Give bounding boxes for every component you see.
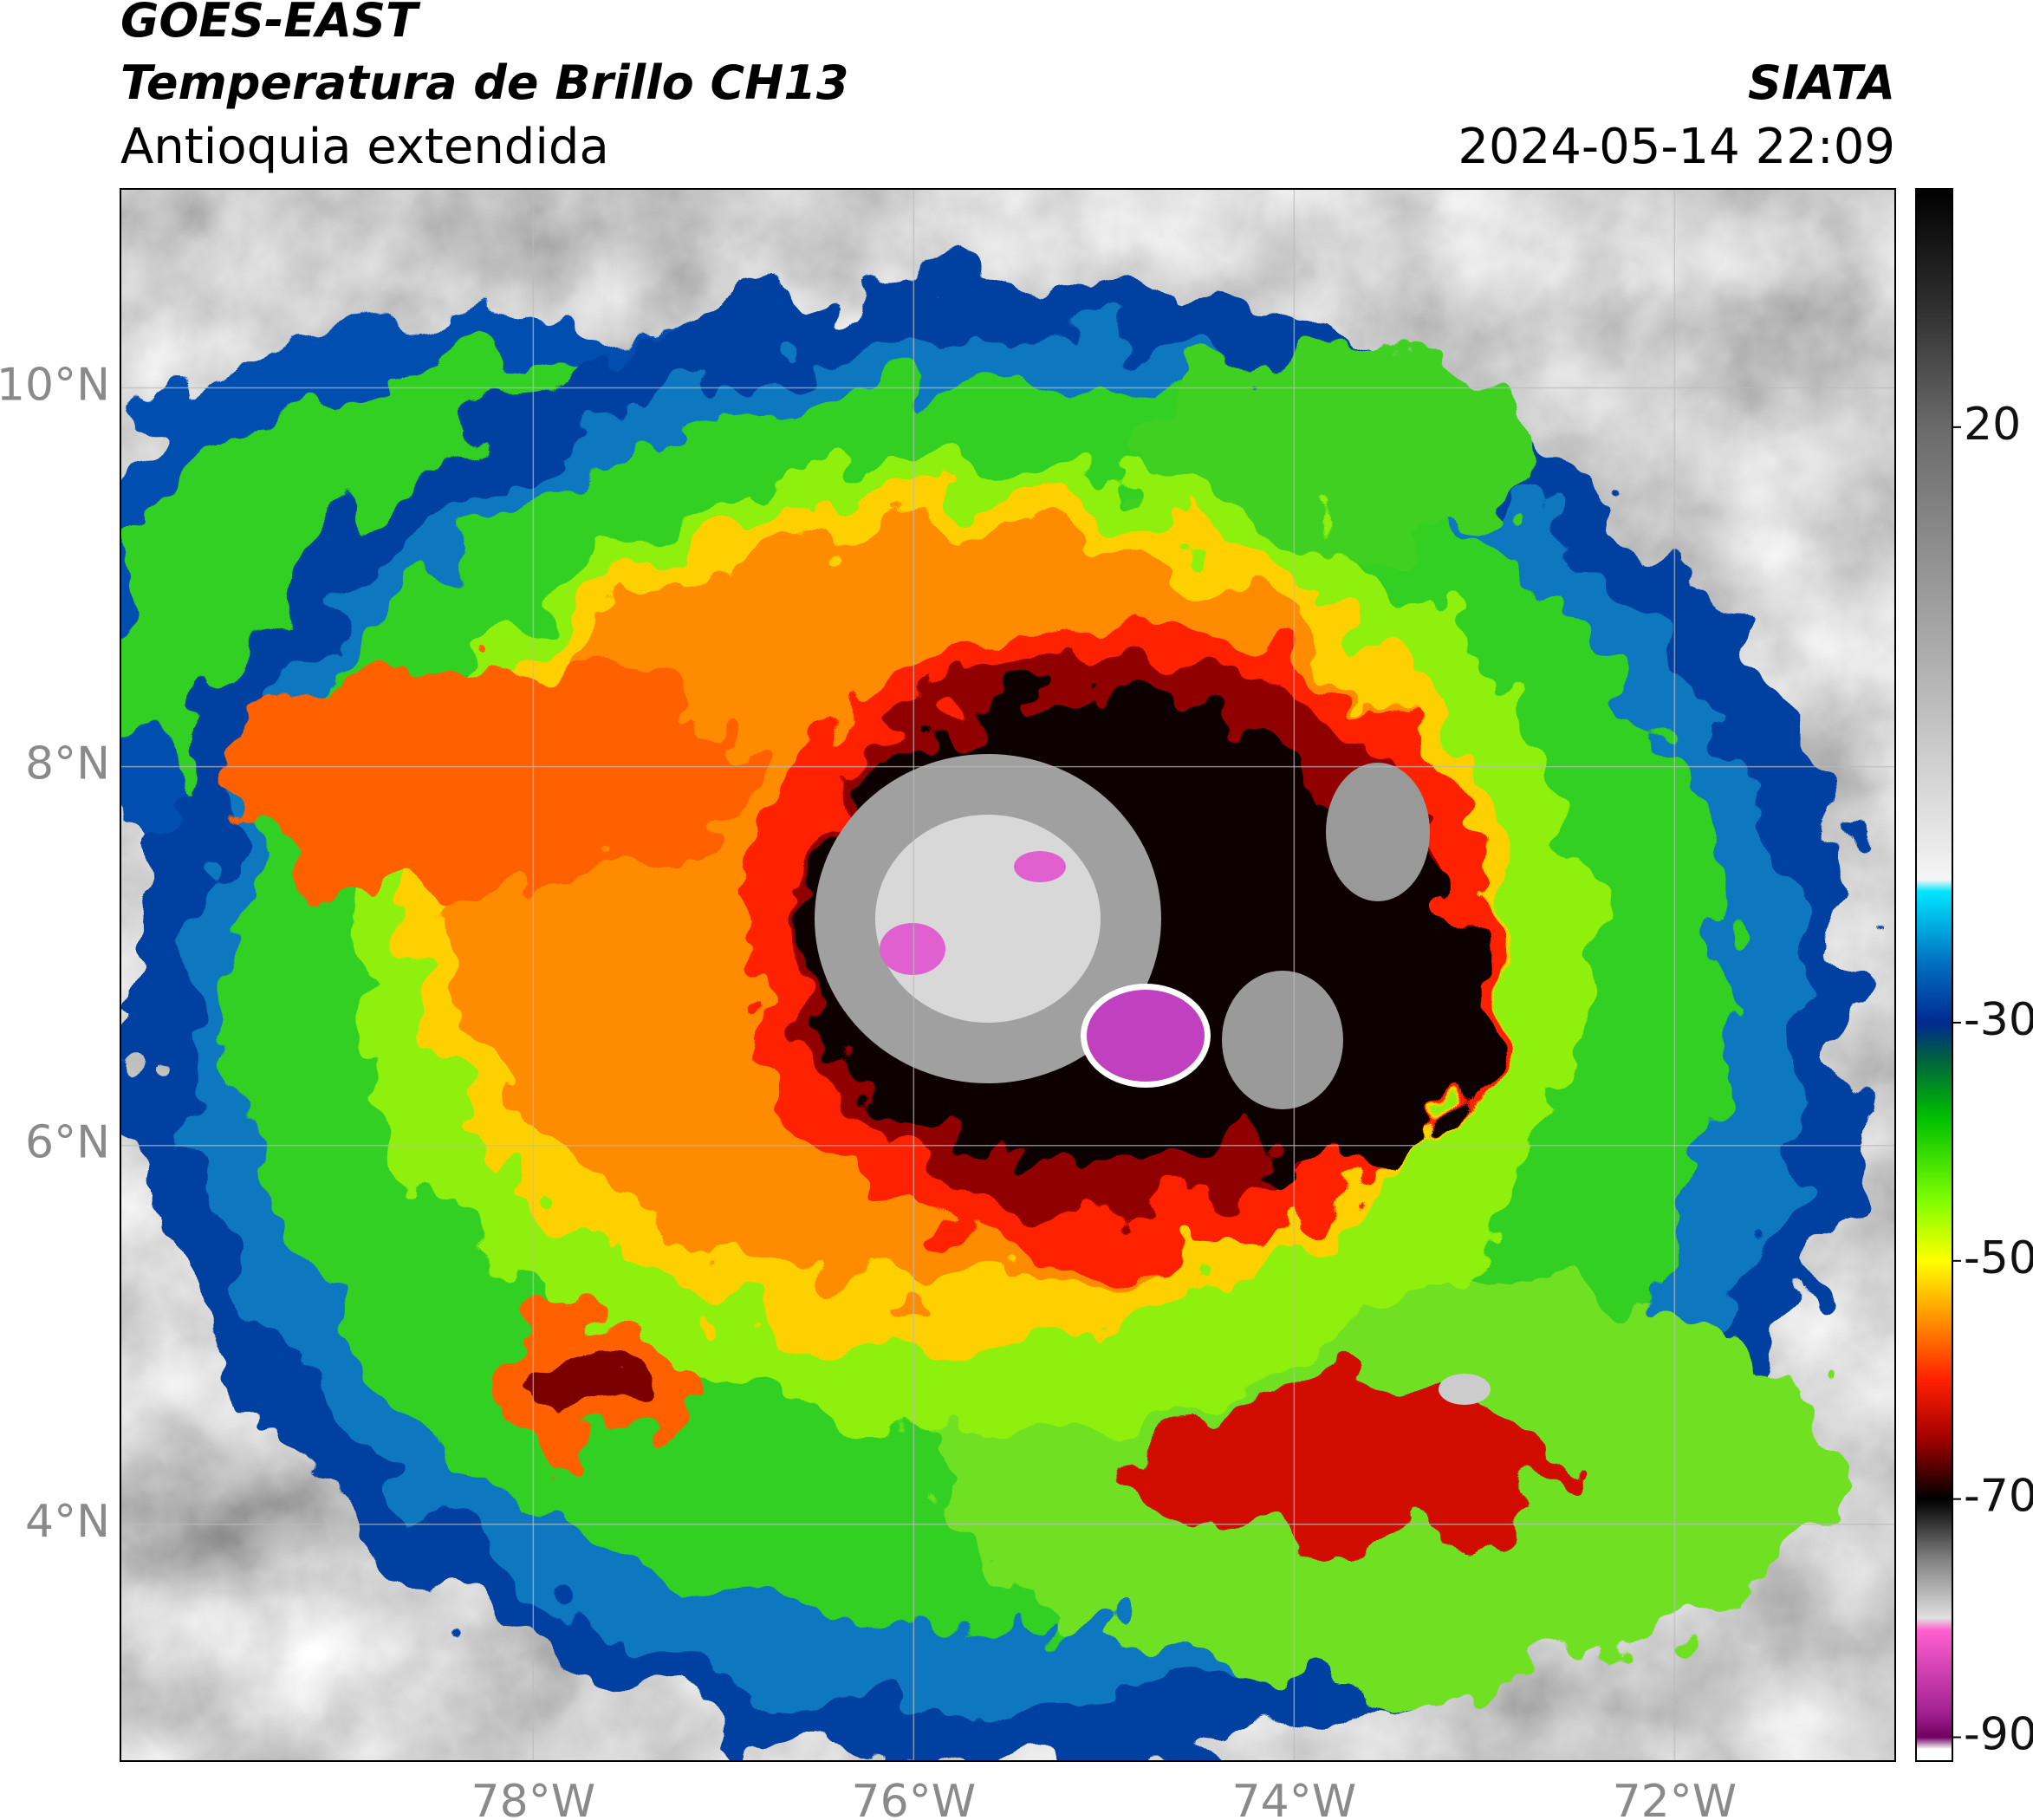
y-tick-label: 4°N xyxy=(25,1496,110,1548)
y-tick-label: 10°N xyxy=(0,359,110,411)
map-imagery xyxy=(120,189,1895,1761)
colorbar xyxy=(1915,188,1953,1762)
timestamp: 2024-05-14 22:09 xyxy=(1458,119,1895,175)
subtitle: Temperatura de Brillo CH13 xyxy=(120,55,849,110)
x-tick-label: 76°W xyxy=(852,1776,977,1820)
x-tick-label: 72°W xyxy=(1613,1776,1737,1820)
y-tick-label: 8°N xyxy=(25,738,110,790)
x-tick-label: 78°W xyxy=(471,1776,596,1820)
colorbar-tick-label: -90 xyxy=(1964,1709,2033,1761)
colorbar-tick-label: -50 xyxy=(1964,1232,2033,1284)
colorbar-tick-label: 20 xyxy=(1964,399,2021,451)
y-tick-label: 6°N xyxy=(25,1117,110,1169)
title: GOES-EAST xyxy=(120,0,421,48)
grid xyxy=(120,189,1895,1761)
region: Antioquia extendida xyxy=(120,119,609,175)
plot-frame xyxy=(120,188,1896,1762)
colorbar-tick-label: -30 xyxy=(1964,994,2033,1046)
cold-cores xyxy=(815,754,1491,1405)
source: SIATA xyxy=(1748,55,1895,110)
x-tick-label: 74°W xyxy=(1232,1776,1357,1820)
axes: 78°W 76°W 74°W 72°W 10°N 8°N 6°N 4°N 20 -30 -50 -70… xyxy=(0,359,2033,1820)
colorbar-tick-label: -70 xyxy=(1964,1471,2033,1523)
